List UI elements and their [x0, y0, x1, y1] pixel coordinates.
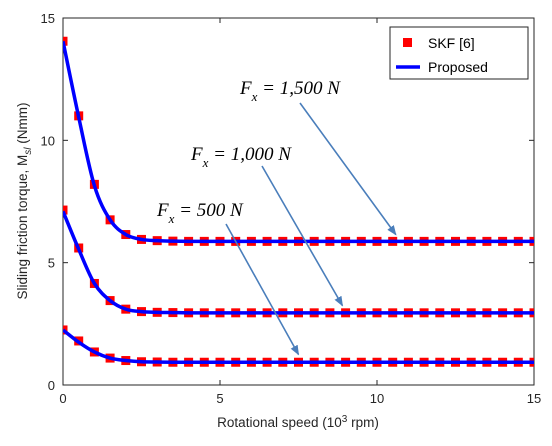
x-axis-ticks: 0 5 10 15 — [59, 18, 541, 406]
y-tick-label: 10 — [41, 133, 55, 148]
proposed-line — [63, 40, 534, 244]
legend-marker-skf — [403, 38, 412, 47]
load-annotation-arrow — [225, 223, 300, 356]
load-annotation-arrow — [261, 165, 344, 307]
legend-label-proposed: Proposed — [428, 59, 488, 75]
series-group — [63, 36, 534, 246]
y-tick-label: 5 — [48, 256, 55, 271]
series-layer — [63, 36, 534, 367]
proposed-line — [63, 210, 534, 315]
series-group — [63, 325, 534, 367]
x-tick-label: 0 — [59, 391, 66, 406]
load-annotation-label: Fx = 500 N — [156, 200, 244, 226]
proposed-line — [63, 328, 534, 365]
load-annotation-label: Fx = 1,000 N — [190, 144, 292, 170]
load-annotation-arrow — [299, 102, 397, 236]
x-tick-label: 15 — [527, 391, 541, 406]
load-annotations: Fx = 1,500 N Fx = 1,000 N Fx = 500 N — [156, 78, 397, 356]
y-axis-ticks: 0 5 10 15 — [41, 11, 534, 393]
legend-box — [389, 26, 529, 80]
y-tick-label: 0 — [48, 378, 55, 393]
legend: SKF [6] Proposed — [389, 26, 529, 80]
x-axis-title: Rotational speed (103 rpm) — [217, 414, 379, 430]
x-tick-label: 5 — [216, 391, 223, 406]
legend-label-skf: SKF [6] — [428, 35, 475, 51]
series-group — [63, 205, 534, 318]
load-annotation-label: Fx = 1,500 N — [239, 78, 341, 104]
skf-point — [63, 36, 68, 46]
y-axis-title: Sliding friction torque, Msl (Nmm) — [15, 102, 34, 299]
skf-point — [63, 205, 68, 215]
y-tick-label: 15 — [41, 11, 55, 26]
x-tick-label: 10 — [370, 391, 384, 406]
